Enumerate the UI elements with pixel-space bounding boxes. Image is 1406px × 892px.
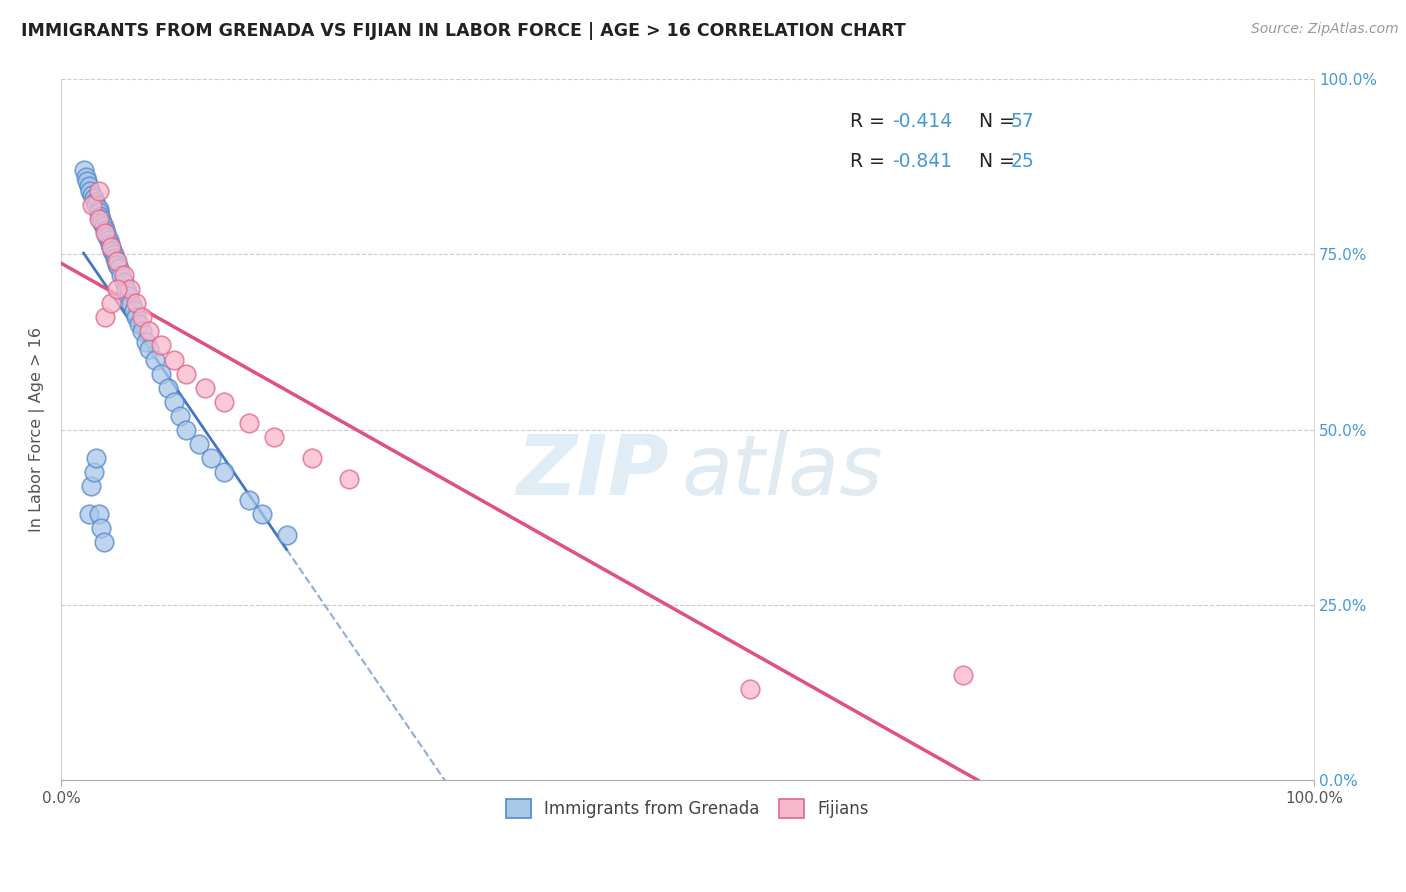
- Point: [110, 268, 132, 283]
- Point: [156, 380, 179, 394]
- Point: [80, 479, 103, 493]
- Text: 57: 57: [1011, 112, 1035, 130]
- Text: IMMIGRANTS FROM GRENADA VS FIJIAN IN LABOR FORCE | AGE > 16 CORRELATION CHART: IMMIGRANTS FROM GRENADA VS FIJIAN IN LAB…: [21, 22, 905, 40]
- Text: ZIP: ZIP: [516, 431, 669, 512]
- Point: [169, 409, 191, 423]
- Point: [138, 342, 160, 356]
- Point: [83, 191, 105, 205]
- Point: [75, 170, 97, 185]
- Point: [105, 254, 128, 268]
- Point: [107, 258, 129, 272]
- Point: [212, 394, 235, 409]
- Point: [250, 507, 273, 521]
- Point: [96, 229, 118, 244]
- Point: [94, 227, 117, 241]
- Text: atlas: atlas: [682, 431, 883, 512]
- Text: R =: R =: [851, 152, 891, 170]
- Text: Source: ZipAtlas.com: Source: ZipAtlas.com: [1251, 22, 1399, 37]
- Point: [238, 492, 260, 507]
- Point: [91, 216, 114, 230]
- Point: [125, 296, 148, 310]
- Point: [100, 240, 122, 254]
- Point: [118, 289, 141, 303]
- Point: [115, 282, 138, 296]
- Point: [952, 668, 974, 682]
- Point: [87, 212, 110, 227]
- Point: [740, 682, 762, 697]
- Point: [103, 247, 125, 261]
- Text: -0.841: -0.841: [891, 152, 952, 170]
- Point: [176, 423, 198, 437]
- Text: 25: 25: [1011, 152, 1035, 170]
- Point: [72, 163, 94, 178]
- Point: [98, 236, 121, 251]
- Point: [82, 198, 104, 212]
- Point: [104, 251, 127, 265]
- Point: [94, 227, 117, 241]
- Point: [131, 325, 153, 339]
- Point: [276, 528, 298, 542]
- Point: [128, 318, 150, 332]
- Point: [337, 472, 360, 486]
- Point: [83, 465, 105, 479]
- Point: [118, 282, 141, 296]
- Text: -0.414: -0.414: [891, 112, 952, 130]
- Point: [87, 184, 110, 198]
- Point: [93, 219, 115, 234]
- Point: [163, 394, 186, 409]
- Point: [131, 310, 153, 325]
- Text: R =: R =: [851, 112, 891, 130]
- Point: [90, 212, 112, 227]
- Point: [107, 282, 129, 296]
- Point: [89, 209, 111, 223]
- Point: [301, 450, 323, 465]
- Point: [87, 507, 110, 521]
- Point: [138, 325, 160, 339]
- Point: [79, 184, 101, 198]
- Point: [100, 296, 122, 310]
- Point: [150, 367, 173, 381]
- Point: [163, 352, 186, 367]
- Point: [90, 521, 112, 535]
- Point: [107, 254, 129, 268]
- Point: [77, 178, 100, 193]
- Point: [135, 334, 157, 349]
- Point: [84, 450, 107, 465]
- Point: [87, 202, 110, 216]
- Point: [200, 450, 222, 465]
- Point: [125, 310, 148, 325]
- Point: [94, 310, 117, 325]
- Point: [122, 303, 145, 318]
- Point: [120, 296, 142, 310]
- Point: [83, 194, 105, 209]
- Point: [263, 430, 285, 444]
- Point: [143, 352, 166, 367]
- Point: [97, 233, 120, 247]
- Point: [212, 465, 235, 479]
- Point: [107, 261, 129, 276]
- Point: [150, 338, 173, 352]
- Point: [187, 436, 209, 450]
- Point: [94, 223, 117, 237]
- Point: [82, 187, 104, 202]
- Point: [238, 416, 260, 430]
- Point: [76, 174, 98, 188]
- Point: [112, 268, 135, 283]
- Y-axis label: In Labor Force | Age > 16: In Labor Force | Age > 16: [30, 327, 45, 533]
- Legend: Immigrants from Grenada, Fijians: Immigrants from Grenada, Fijians: [499, 792, 876, 824]
- Point: [87, 205, 110, 219]
- Point: [77, 507, 100, 521]
- Text: N =: N =: [960, 152, 1021, 170]
- Point: [84, 198, 107, 212]
- Point: [101, 244, 124, 258]
- Point: [194, 380, 217, 394]
- Point: [100, 240, 122, 254]
- Point: [112, 276, 135, 290]
- Point: [93, 534, 115, 549]
- Text: N =: N =: [960, 112, 1021, 130]
- Point: [176, 367, 198, 381]
